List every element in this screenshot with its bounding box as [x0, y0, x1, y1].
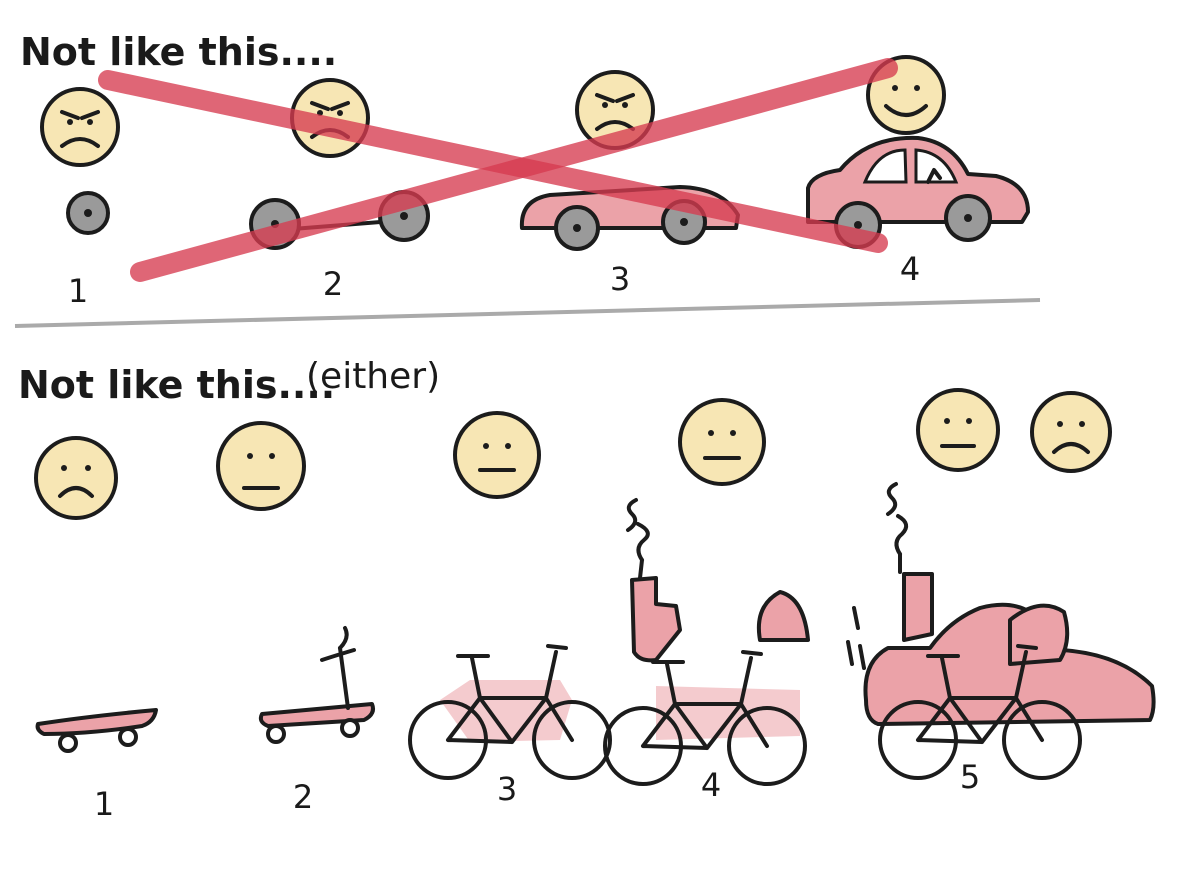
crossed-out-mark: [98, 58, 898, 282]
bicycle-drawing: [408, 644, 612, 780]
neutral-face-2: [216, 421, 306, 511]
bottom-title: Not like this....: [18, 363, 335, 407]
bottom-step-number-1: 1: [94, 785, 114, 823]
top-title: Not like this....: [20, 30, 337, 74]
top-step-number-2: 2: [323, 265, 343, 303]
bottom-step-number-2: 2: [293, 778, 313, 816]
scooter-drawing: [258, 626, 375, 744]
neutral-face-4: [678, 398, 766, 486]
bottom-step-number-5: 5: [960, 758, 980, 796]
sad-face-1: [34, 436, 118, 520]
sad-face-5: [1030, 391, 1112, 473]
top-step-number-3: 3: [610, 260, 630, 298]
bottom-step-number-3: 3: [497, 770, 517, 808]
motorcycle-drawing: [603, 498, 810, 786]
section-divider: [14, 298, 1041, 328]
angry-face-1: [40, 87, 120, 167]
wheel-drawing: [66, 191, 110, 235]
top-step-number-4: 4: [900, 250, 920, 288]
bottom-step-number-4: 4: [701, 766, 721, 804]
top-step-number-1: 1: [68, 272, 88, 310]
neutral-face-3: [453, 411, 541, 499]
neutral-face-5: [916, 388, 1000, 472]
skateboard-drawing: [35, 708, 158, 753]
bottom-title-either: (either): [306, 356, 440, 397]
bicycle-car-drawing: [846, 482, 1156, 780]
